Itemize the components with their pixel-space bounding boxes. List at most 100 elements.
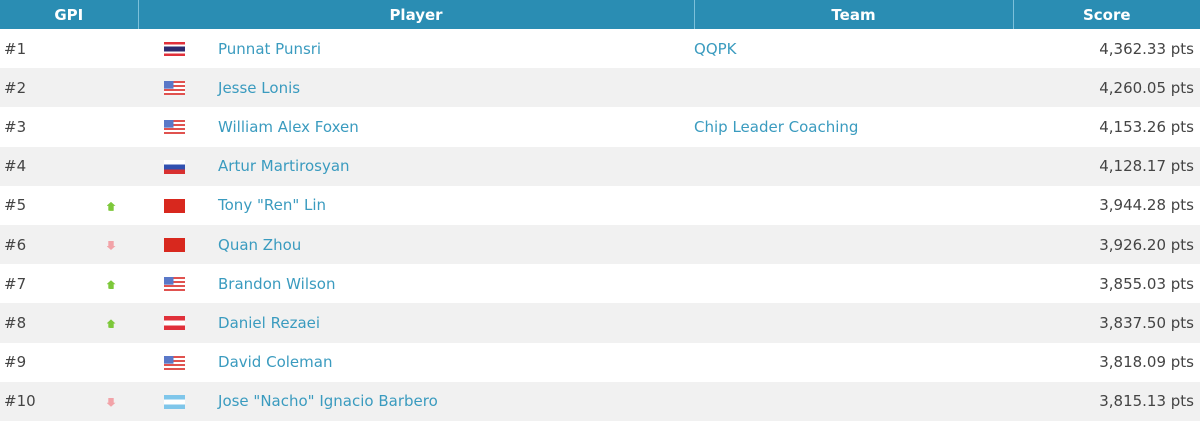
usa-flag-icon bbox=[164, 120, 186, 135]
table-row: #1 Punnat Punsri QQPK 4,362.33 pts bbox=[0, 29, 1200, 68]
table-row: #7 Brandon Wilson 3,855.03 pts bbox=[0, 264, 1200, 303]
rank: #3 bbox=[4, 117, 27, 136]
header-gpi[interactable]: GPI bbox=[0, 0, 139, 29]
player-cell: Punnat Punsri bbox=[218, 29, 694, 68]
team-cell bbox=[694, 146, 1014, 186]
player-cell: William Alex Foxen bbox=[218, 107, 694, 146]
flag-cell bbox=[138, 224, 219, 265]
russia-flag-icon bbox=[164, 159, 186, 174]
trend-cell bbox=[84, 29, 138, 68]
player-cell: Daniel Rezaei bbox=[218, 303, 695, 343]
rank-up-icon bbox=[106, 201, 116, 211]
score: 3,815.13 pts bbox=[1013, 381, 1200, 421]
rank-up-icon bbox=[106, 319, 116, 329]
austria-flag-icon bbox=[164, 316, 186, 331]
table-row: #9 David Coleman 3,818.09 pts bbox=[0, 343, 1200, 382]
team-cell bbox=[694, 68, 1014, 108]
header-player[interactable]: Player bbox=[137, 0, 695, 29]
player-link[interactable]: Jose "Nacho" Ignacio Barbero bbox=[218, 392, 438, 411]
rank: #1 bbox=[4, 39, 27, 58]
trend-cell bbox=[84, 381, 139, 421]
rank: #7 bbox=[4, 274, 27, 293]
team-cell bbox=[694, 303, 1014, 343]
player-link[interactable]: Daniel Rezaei bbox=[218, 313, 321, 332]
trend-cell bbox=[84, 224, 139, 265]
flag-cell bbox=[138, 186, 218, 225]
score: 3,855.03 pts bbox=[1099, 274, 1195, 293]
trend-cell bbox=[84, 343, 138, 382]
team-cell: Chip Leader Coaching bbox=[694, 107, 1013, 146]
china-flag-icon bbox=[164, 238, 186, 253]
rank: #2 bbox=[0, 68, 84, 108]
trend-cell bbox=[84, 186, 138, 225]
header-team[interactable]: Team bbox=[693, 0, 1014, 29]
rank: #6 bbox=[0, 224, 84, 265]
rank: #5 bbox=[4, 196, 27, 215]
table-row: #6 Quan Zhou 3,926.20 pts bbox=[0, 224, 1200, 265]
score: 3,818.09 pts bbox=[1099, 353, 1195, 372]
player-link[interactable]: Artur Martirosyan bbox=[218, 157, 350, 176]
table-row: #5 Tony "Ren" Lin 3,944.28 pts bbox=[0, 186, 1200, 225]
header-score[interactable]: Score bbox=[1012, 0, 1200, 29]
argentina-flag-icon bbox=[164, 394, 186, 409]
trend-cell bbox=[84, 68, 139, 108]
flag-cell bbox=[138, 264, 218, 303]
flag-cell bbox=[138, 107, 218, 146]
trend-cell bbox=[84, 303, 139, 343]
team-cell bbox=[694, 343, 1013, 382]
rank: #4 bbox=[0, 146, 84, 186]
flag-cell bbox=[138, 29, 218, 68]
player-cell: Tony "Ren" Lin bbox=[218, 186, 694, 225]
table-row: #4 Artur Martirosyan 4,128.17 pts bbox=[0, 146, 1200, 186]
score: 4,128.17 pts bbox=[1013, 146, 1200, 186]
team-cell bbox=[694, 186, 1013, 225]
player-link[interactable]: Tony "Ren" Lin bbox=[218, 196, 327, 215]
flag-cell bbox=[138, 343, 218, 382]
score: 3,837.50 pts bbox=[1013, 303, 1200, 343]
flag-cell bbox=[138, 68, 219, 108]
player-cell: David Coleman bbox=[218, 343, 694, 382]
team-link[interactable]: QQPK bbox=[694, 39, 737, 58]
team-cell bbox=[694, 264, 1013, 303]
table-row: #8 Daniel Rezaei 3,837.50 pts bbox=[0, 303, 1200, 343]
flag-cell bbox=[138, 303, 219, 343]
table-row: #3 William Alex Foxen Chip Leader Coaching… bbox=[0, 107, 1200, 146]
player-link[interactable]: David Coleman bbox=[218, 353, 333, 372]
player-cell: Jose "Nacho" Ignacio Barbero bbox=[218, 381, 695, 421]
flag-cell bbox=[138, 381, 219, 421]
score: 4,153.26 pts bbox=[1099, 117, 1195, 136]
player-link[interactable]: Brandon Wilson bbox=[218, 274, 336, 293]
rank-down-icon bbox=[106, 397, 116, 407]
player-cell: Artur Martirosyan bbox=[218, 146, 695, 186]
player-cell: Brandon Wilson bbox=[218, 264, 694, 303]
score: 3,944.28 pts bbox=[1099, 196, 1195, 215]
player-link[interactable]: Quan Zhou bbox=[218, 235, 302, 254]
trend-cell bbox=[84, 264, 138, 303]
usa-flag-icon bbox=[164, 81, 186, 96]
table-row: #2 Jesse Lonis 4,260.05 pts bbox=[0, 68, 1200, 108]
player-link[interactable]: William Alex Foxen bbox=[218, 117, 359, 136]
trend-cell bbox=[84, 146, 139, 186]
flag-cell bbox=[138, 146, 219, 186]
usa-flag-icon bbox=[164, 277, 186, 292]
rank: #9 bbox=[4, 353, 27, 372]
header-row: GPI Player Team Score bbox=[0, 0, 1200, 29]
player-cell: Quan Zhou bbox=[218, 224, 695, 265]
trend-cell bbox=[84, 107, 138, 146]
player-link[interactable]: Punnat Punsri bbox=[218, 39, 322, 58]
team-link[interactable]: Chip Leader Coaching bbox=[694, 117, 859, 136]
rank: #10 bbox=[0, 381, 84, 421]
rank-down-icon bbox=[106, 241, 116, 251]
player-cell: Jesse Lonis bbox=[218, 68, 695, 108]
table-row: #10 Jose "Nacho" Ignacio Barbero 3,815.13 … bbox=[0, 381, 1200, 421]
score: 4,260.05 pts bbox=[1013, 68, 1200, 108]
thailand-flag-icon bbox=[164, 42, 186, 57]
china-flag-icon bbox=[164, 198, 186, 213]
rank: #8 bbox=[0, 303, 84, 343]
team-cell: QQPK bbox=[694, 29, 1013, 68]
rank-up-icon bbox=[106, 280, 116, 290]
usa-flag-icon bbox=[164, 355, 186, 370]
player-link[interactable]: Jesse Lonis bbox=[218, 78, 301, 97]
score: 3,926.20 pts bbox=[1013, 224, 1200, 265]
